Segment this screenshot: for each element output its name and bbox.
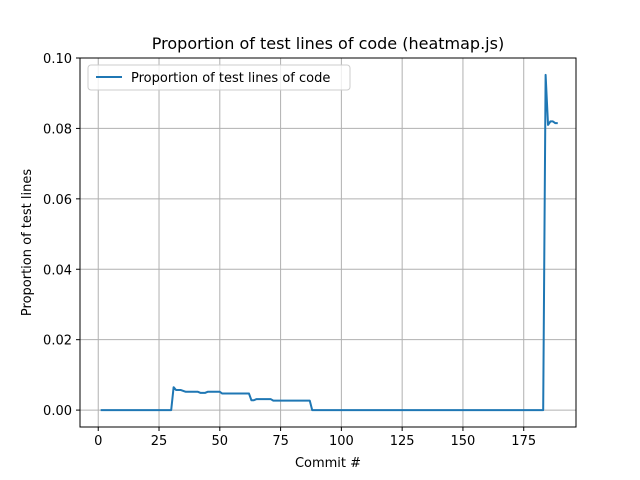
y-tick-label: 0.04 [43,263,72,278]
x-axis: 0 25 50 75 100 125 150 175 [94,427,536,449]
y-tick-label: 0.08 [43,122,72,137]
x-tick-label: 175 [511,434,536,449]
legend-entry: Proportion of test lines of code [131,71,330,86]
y-tick-label: 0.00 [43,404,72,419]
x-tick-label: 100 [329,434,354,449]
grid [80,57,576,427]
x-tick-label: 50 [212,434,229,449]
plot-area [100,73,558,412]
x-tick-label: 150 [451,434,476,449]
x-tick-label: 125 [390,434,415,449]
chart-title: Proportion of test lines of code (heatma… [152,34,504,53]
y-tick-label: 0.02 [43,334,72,349]
y-tick-label: 0.06 [43,193,72,208]
y-tick-label: 0.10 [43,52,72,67]
axes-frame [79,57,577,428]
x-tick-label: 75 [272,434,289,449]
x-tick-label: 0 [94,434,102,449]
x-tick-label: 25 [151,434,168,449]
y-axis-label: Proportion of test lines [20,169,35,316]
x-axis-label: Commit # [295,456,361,471]
legend-box [87,64,351,91]
series-line [100,73,558,412]
y-axis: 0.00 0.02 0.04 0.06 0.08 0.10 [43,52,80,419]
legend: Proportion of test lines of code [87,64,351,91]
